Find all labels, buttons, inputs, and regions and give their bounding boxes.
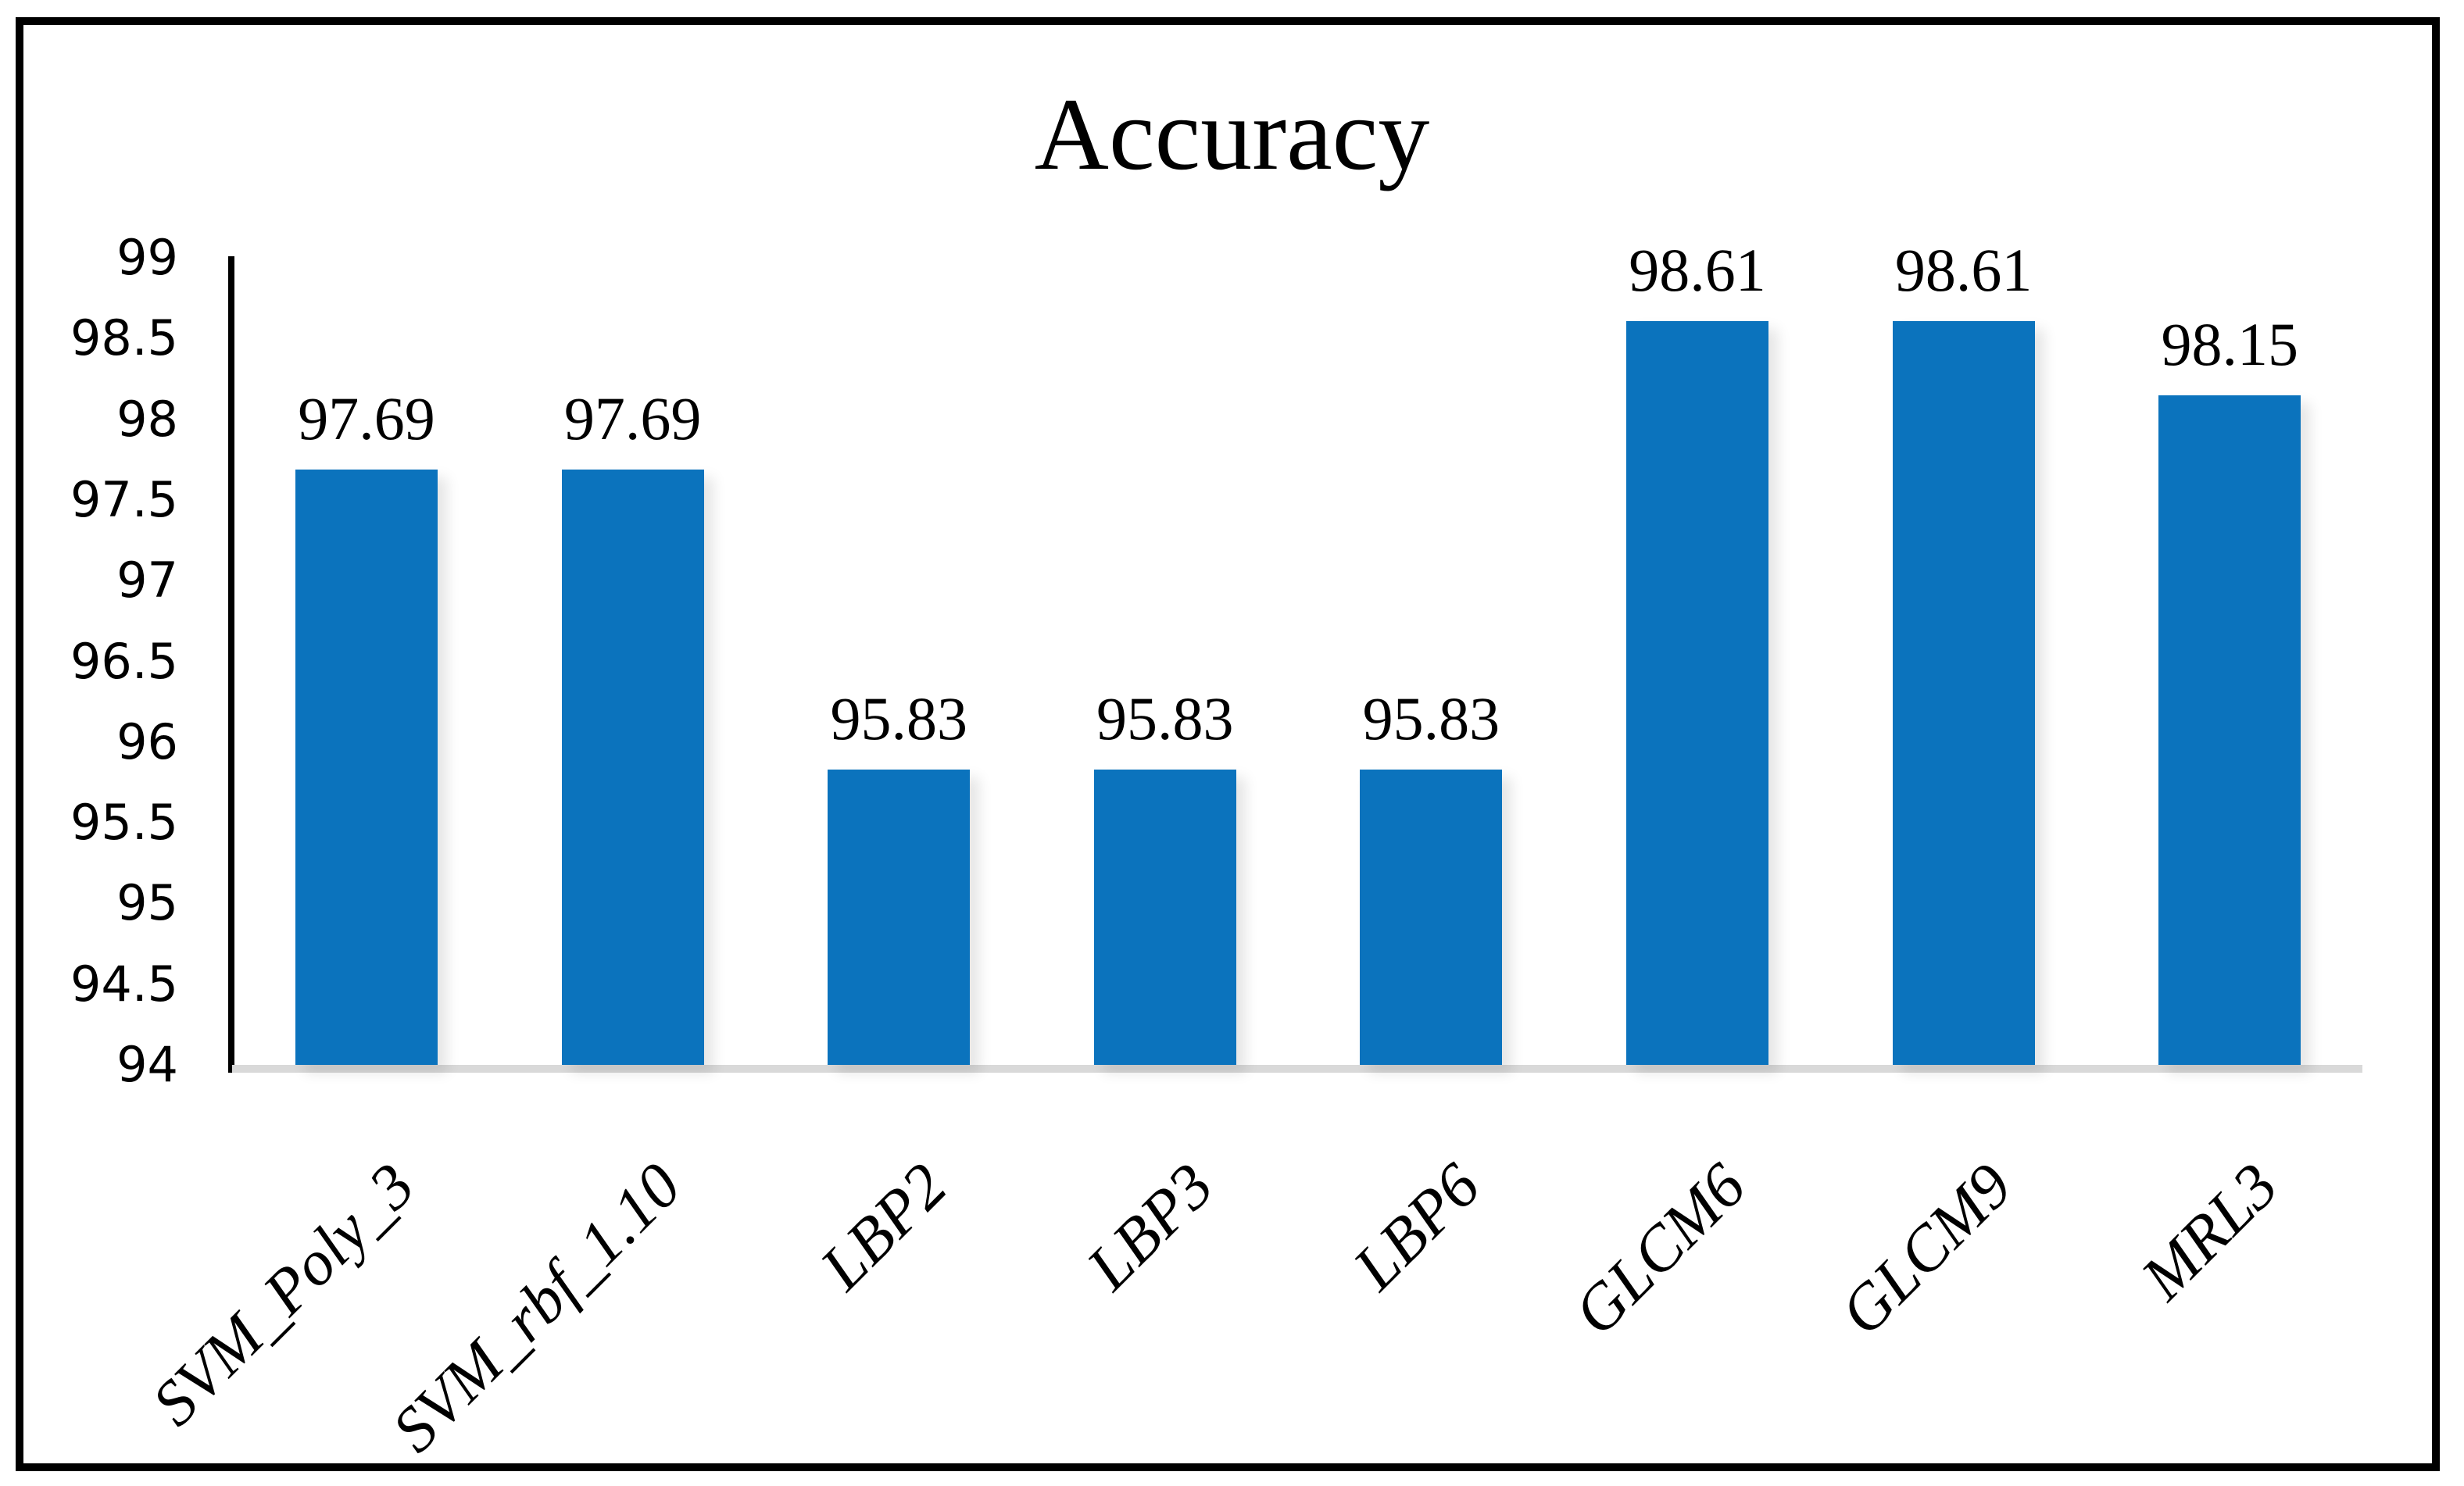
bar — [1093, 769, 1236, 1065]
bar-value-label: 97.69 — [298, 384, 435, 452]
y-axis-tick-label: 97.5 — [70, 470, 178, 528]
bar — [1626, 320, 1768, 1065]
y-axis-tick-label: 94 — [116, 1036, 178, 1093]
y-axis-tick-label: 94.5 — [70, 955, 178, 1013]
y-axis-tick-label: 96.5 — [70, 632, 178, 690]
bar-value-label: 95.83 — [1362, 684, 1500, 752]
y-axis-tick-label: 95 — [116, 874, 178, 932]
bar-value-label: 98.15 — [2161, 309, 2298, 378]
bar-value-label: 95.83 — [1096, 684, 1234, 752]
bar-value-label: 97.69 — [563, 384, 702, 452]
bar — [2158, 395, 2301, 1065]
x-axis-baseline — [232, 1065, 2362, 1073]
y-axis-line — [228, 256, 234, 1073]
y-axis-tick-label: 99 — [116, 229, 178, 286]
bar — [1360, 769, 1503, 1065]
bar-value-label: 98.61 — [1629, 235, 1766, 304]
y-axis-tick-label: 98.5 — [70, 309, 178, 367]
y-axis-tick-label: 97 — [116, 552, 178, 609]
bar — [561, 469, 704, 1065]
y-axis-tick-label: 95.5 — [70, 794, 178, 852]
y-axis-tick-label: 98 — [116, 390, 178, 448]
bar-value-label: 98.61 — [1894, 235, 2033, 304]
y-axis-tick-label: 96 — [116, 713, 178, 770]
bar — [295, 469, 438, 1065]
bar — [1892, 320, 2035, 1065]
bar — [828, 769, 971, 1065]
bar-value-label: 95.83 — [830, 684, 967, 752]
chart-title: Accuracy — [1034, 77, 1430, 191]
